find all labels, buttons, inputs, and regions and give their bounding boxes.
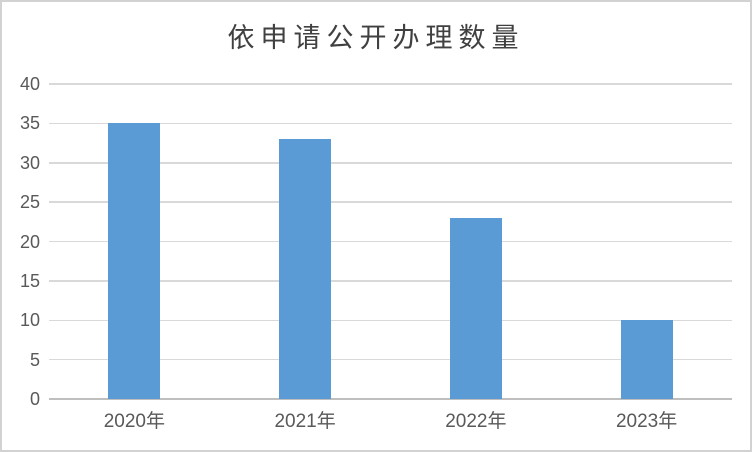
gridline xyxy=(49,162,732,164)
y-axis-tick-label: 25 xyxy=(19,192,40,213)
x-axis-category-label: 2022年 xyxy=(445,411,507,432)
bar-2021年 xyxy=(279,139,332,399)
x-axis-line xyxy=(49,398,732,400)
gridline xyxy=(49,122,732,125)
x-axis-category-label: 2020年 xyxy=(103,411,166,432)
gridline xyxy=(49,280,732,282)
gridline xyxy=(49,358,732,361)
y-axis-tick-label: 10 xyxy=(19,310,40,331)
y-axis-tick-label: 35 xyxy=(19,113,40,134)
y-axis-tick-label: 40 xyxy=(19,74,40,94)
x-axis-category-label: 2023年 xyxy=(615,411,678,432)
gridline xyxy=(49,319,732,321)
y-axis-tick-label: 15 xyxy=(19,270,40,291)
gridline xyxy=(49,240,732,243)
bar-2022年 xyxy=(449,217,502,399)
y-axis-tick-label: 5 xyxy=(29,349,40,370)
gridline xyxy=(49,201,732,203)
bar-2020年 xyxy=(108,123,161,399)
y-axis-tick-label: 20 xyxy=(19,231,40,252)
y-axis-tick-label: 0 xyxy=(29,389,40,409)
gridline xyxy=(49,83,732,85)
y-axis-tick-label: 30 xyxy=(19,152,40,173)
chart-title: 依申请公开办理数量 xyxy=(227,23,525,54)
x-axis-category-label: 2021年 xyxy=(274,411,336,432)
bar-2023年 xyxy=(620,320,673,399)
